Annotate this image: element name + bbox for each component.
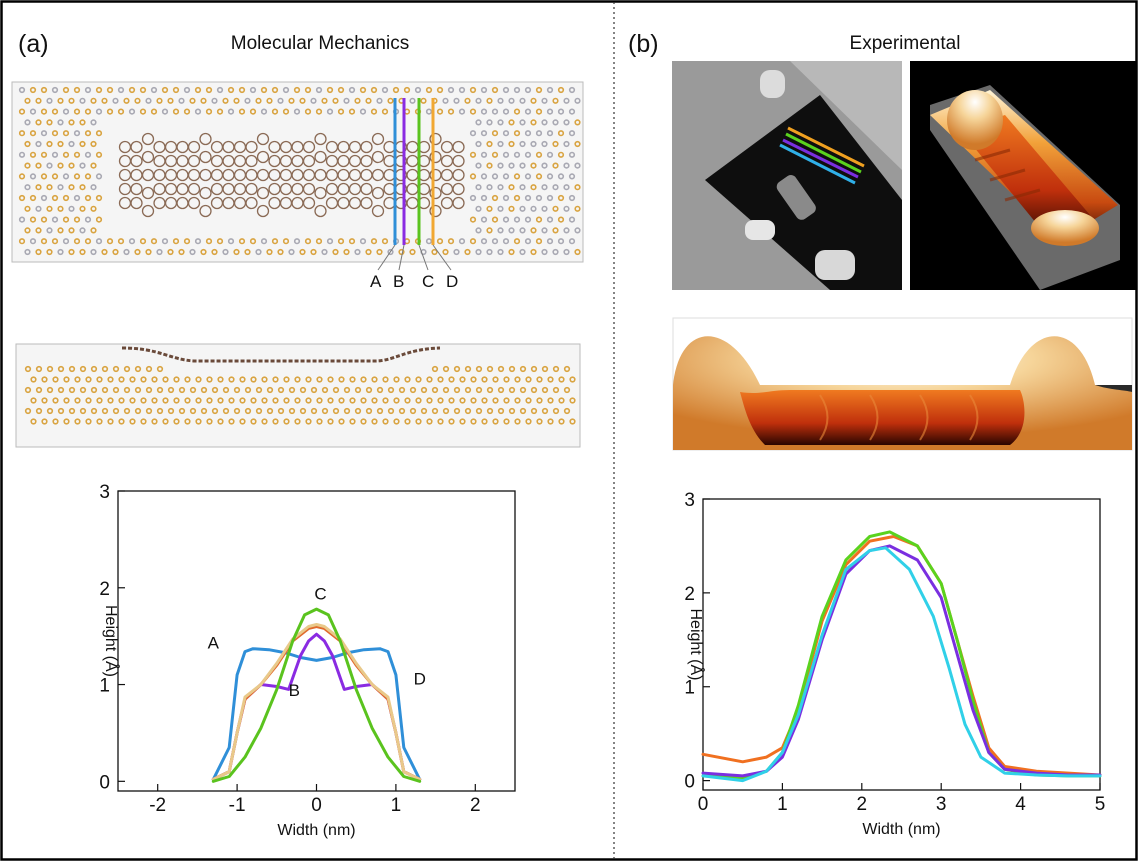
x-tick-label: 1 <box>391 795 402 816</box>
chart-mm-profiles: -2 -1 0 1 2 0 1 2 3 Width (nm) Height (Å) A B C D <box>99 482 516 839</box>
cut-label-c: C <box>422 272 434 291</box>
substrate-atoms-top <box>18 86 581 256</box>
y-tick-label: 0 <box>99 772 110 793</box>
stm-line-orange <box>787 126 865 168</box>
cut-label-b: B <box>393 272 404 291</box>
stm-side-render <box>672 317 1133 451</box>
curve-annotation: D <box>414 670 426 689</box>
plot-frame <box>702 498 1101 791</box>
cut-label-d: D <box>446 272 458 291</box>
x-tick-label: 2 <box>470 795 481 816</box>
y-tick-label: 1 <box>99 676 110 697</box>
y-axis-label: Height (Å) <box>102 605 121 677</box>
substrate-atoms-side <box>24 365 576 425</box>
x-tick-label: -2 <box>149 795 166 816</box>
stm-line-cyan <box>779 143 856 185</box>
x-tick-label: 0 <box>698 794 709 815</box>
stm-topograph <box>672 61 902 290</box>
nanoribbon-molecule-top <box>118 132 465 218</box>
y-tick-label: 3 <box>99 482 110 503</box>
x-tick-label: 2 <box>857 794 868 815</box>
panel-b-label: (b) <box>628 30 659 58</box>
y-tick-label: 2 <box>684 584 695 605</box>
plot-frame <box>117 490 516 792</box>
series-line <box>701 530 1102 780</box>
mm-top-view: A B C D <box>11 81 584 291</box>
stm-line-green <box>785 132 862 174</box>
cut-label-a: A <box>370 272 382 291</box>
series-line <box>701 544 1102 778</box>
series-line-a <box>211 647 422 781</box>
x-axis-label: Width (nm) <box>862 821 940 838</box>
x-tick-label: 1 <box>777 794 788 815</box>
y-axis-label: Height (Å) <box>687 608 706 680</box>
stm-3d-render <box>910 61 1136 290</box>
y-tick-label: 2 <box>99 579 110 600</box>
x-tick-label: -1 <box>229 795 246 816</box>
x-tick-label: 4 <box>1015 794 1026 815</box>
x-axis-label: Width (nm) <box>277 822 355 839</box>
series-line-d <box>211 623 422 781</box>
panel-a-title: Molecular Mechanics <box>231 33 409 54</box>
x-tick-label: 3 <box>936 794 947 815</box>
x-tick-label: 5 <box>1095 794 1106 815</box>
series-line <box>701 535 1102 777</box>
y-tick-label: 1 <box>684 678 695 699</box>
mm-side-view <box>15 343 581 448</box>
y-tick-label: 3 <box>684 490 695 511</box>
chart-exp-profiles: 0 1 2 3 4 5 0 1 2 3 Width (nm) Height (Å) <box>684 490 1105 838</box>
panel-b-title: Experimental <box>850 33 961 54</box>
curve-annotation: B <box>289 681 300 700</box>
x-tick-label: 0 <box>311 795 322 816</box>
series-line <box>701 546 1102 783</box>
curve-annotation: C <box>314 584 326 603</box>
series-line-c <box>211 607 422 783</box>
curve-annotation: A <box>208 634 220 653</box>
nanoribbon-side-profile <box>121 346 441 363</box>
panel-a-label: (a) <box>18 30 49 58</box>
y-tick-label: 0 <box>684 772 695 793</box>
cut-lines <box>377 98 452 271</box>
stm-line-purple <box>782 138 859 179</box>
